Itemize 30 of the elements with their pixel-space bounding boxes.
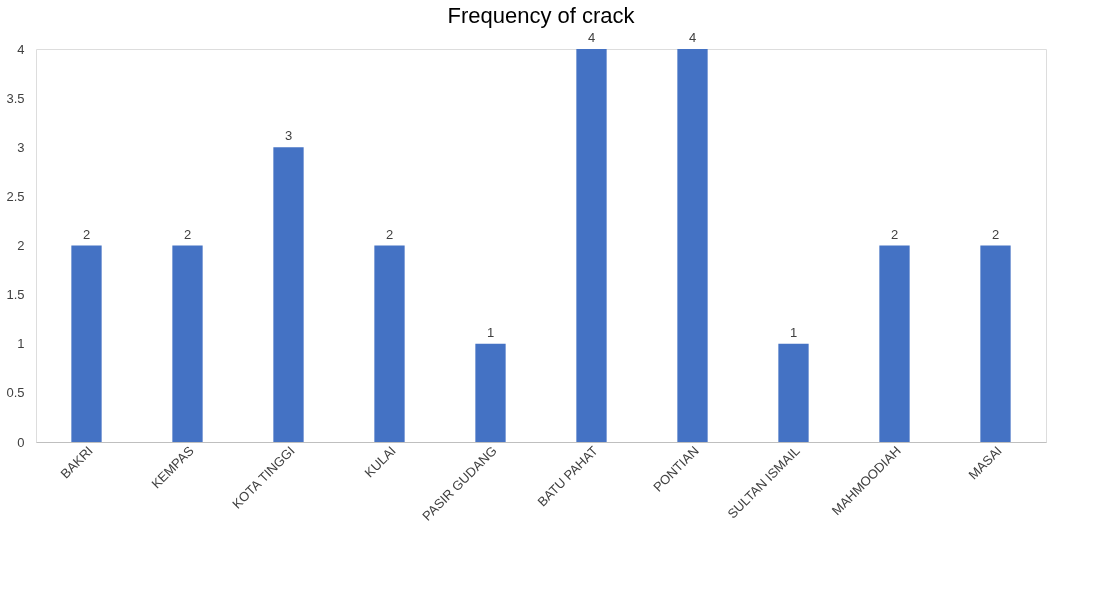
data-label: 2 xyxy=(991,226,1000,242)
data-label: 2 xyxy=(183,226,192,242)
y-tick-label: 0 xyxy=(17,434,25,450)
data-label: 2 xyxy=(82,226,91,242)
data-label: 2 xyxy=(890,226,899,242)
data-label: 3 xyxy=(284,128,293,144)
bar xyxy=(980,245,1011,442)
y-tick-label: 1 xyxy=(17,336,25,352)
y-tick-label: 2.5 xyxy=(6,188,25,204)
bar xyxy=(879,245,910,442)
y-tick-label: 3.5 xyxy=(6,90,25,106)
y-tick-label: 0.5 xyxy=(6,385,25,401)
data-label: 1 xyxy=(486,324,495,340)
data-label: 1 xyxy=(789,324,798,340)
bar xyxy=(374,245,405,442)
bar xyxy=(71,245,102,442)
bar xyxy=(172,245,203,442)
bar xyxy=(677,49,708,442)
y-tick-label: 3 xyxy=(17,139,25,155)
data-label: 4 xyxy=(587,30,596,45)
y-tick-label: 4 xyxy=(17,41,25,57)
bar xyxy=(778,343,809,442)
bar xyxy=(273,147,304,442)
bar xyxy=(576,49,607,442)
data-label: 2 xyxy=(385,226,394,242)
chart-title: Frequency of crack xyxy=(447,3,636,28)
y-tick-label: 1.5 xyxy=(6,287,25,303)
y-tick-label: 2 xyxy=(17,238,25,253)
data-label: 4 xyxy=(688,30,697,45)
bar xyxy=(475,343,506,442)
